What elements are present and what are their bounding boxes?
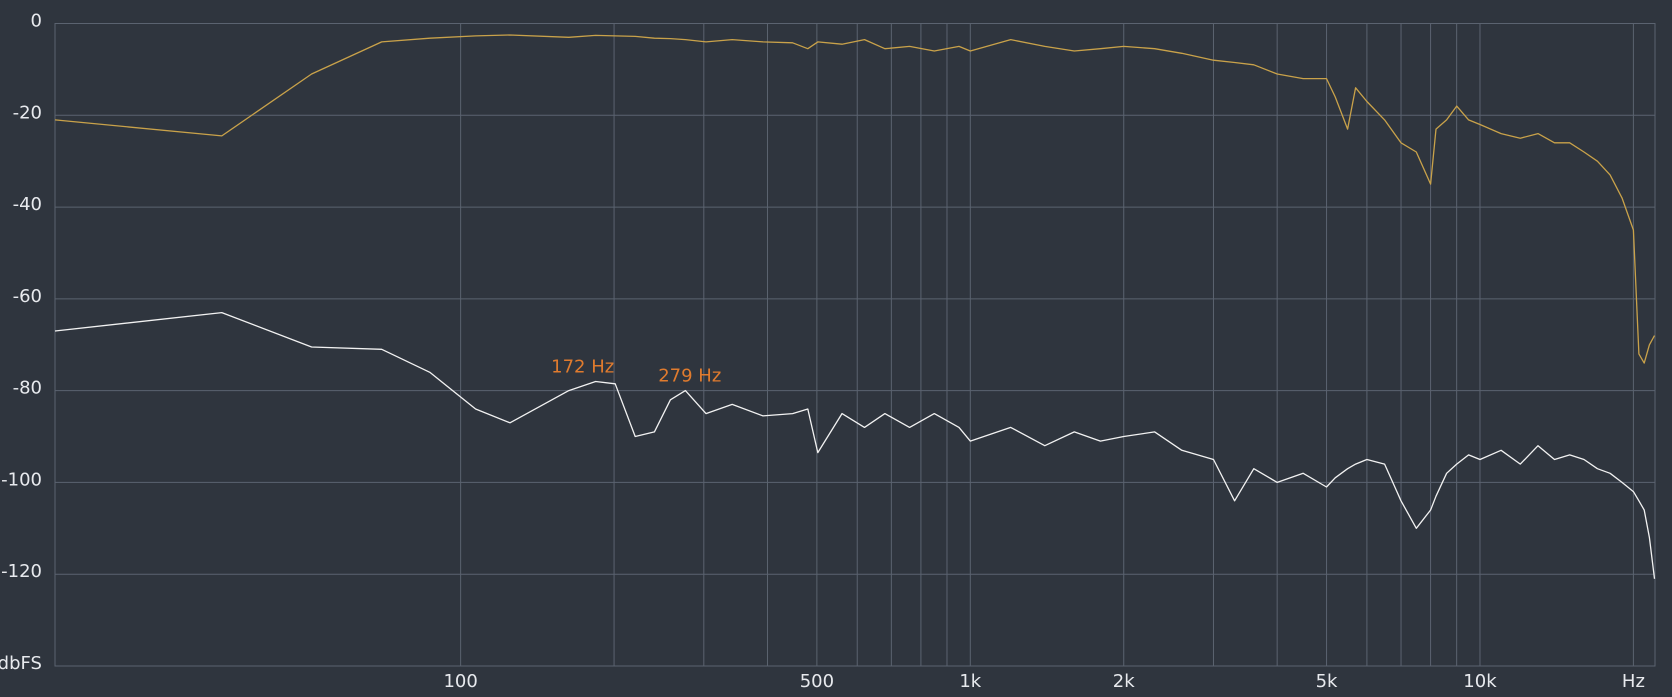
x-tick-label: 2k	[1113, 671, 1135, 692]
x-tick-label: Hz	[1622, 671, 1645, 692]
x-tick-label: 500	[800, 671, 834, 692]
y-tick-label: -80	[13, 378, 42, 399]
y-tick-label: -20	[13, 102, 42, 123]
y-tick-label: -100	[1, 469, 42, 490]
x-tick-label: 10k	[1463, 671, 1497, 692]
peak-annotation: 172 Hz	[551, 356, 614, 377]
y-tick-label: -60	[13, 286, 42, 307]
spectrum-line	[54, 311, 1656, 579]
peak-annotation: 279 Hz	[658, 366, 721, 387]
y-axis-label: dbFS	[0, 653, 42, 674]
x-tick-label: 5k	[1316, 671, 1338, 692]
y-tick-label: 0	[31, 11, 42, 32]
x-tick-label: 100	[443, 671, 477, 692]
y-tick-label: -40	[13, 194, 42, 215]
y-tick-label: -120	[1, 561, 42, 582]
x-tick-label: 1k	[959, 671, 981, 692]
spectrum-line	[54, 34, 1656, 364]
